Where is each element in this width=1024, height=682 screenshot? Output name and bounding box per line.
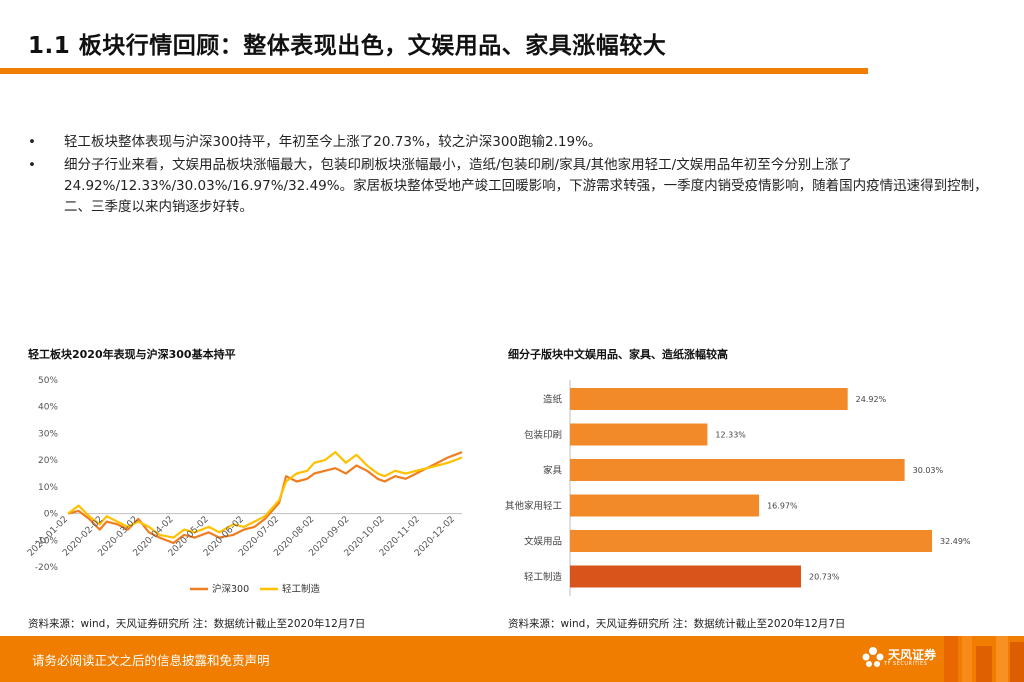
y-tick-label: 20% — [38, 456, 58, 466]
bar-文娱用品 — [570, 530, 933, 552]
category-label: 包装印刷 — [524, 429, 562, 441]
y-tick-label: -20% — [35, 563, 59, 573]
bullet-dot: • — [28, 134, 36, 150]
footer-bar: 请务必阅读正文之后的信息披露和免责声明 天风证券 TF SECURITIES — [0, 636, 1024, 682]
value-label: 20.73% — [809, 573, 840, 582]
left-chart-title: 轻工板块2020年表现与沪深300基本持平 — [28, 348, 236, 361]
bullet-dot: • — [28, 157, 36, 173]
source-note-right: 资料来源：wind，天风证券研究所 注：数据统计截止至2020年12月7日 — [508, 618, 846, 630]
legend-label: 沪深300 — [212, 583, 249, 595]
bar-包装印刷 — [570, 423, 708, 446]
flower-logo-icon — [862, 647, 884, 667]
footer-decoration — [944, 636, 1024, 682]
bullet-list: • 轻工板块整体表现与沪深300持平，年初至今上涨了20.73%，较之沪深300… — [28, 132, 988, 220]
bar-家具 — [570, 459, 905, 481]
bullet-text: 轻工板块整体表现与沪深300持平，年初至今上涨了20.73%，较之沪深300跑输… — [64, 134, 602, 150]
series-line-轻工制造 — [67, 451, 463, 539]
bullet-item: • 细分子行业来看，文娱用品板块涨幅最大，包装印刷板块涨幅最小，造纸/包装印刷/… — [28, 155, 988, 218]
y-tick-label: -10% — [35, 536, 59, 546]
y-tick-label: 10% — [38, 483, 58, 493]
value-label: 16.97% — [767, 502, 798, 511]
bar-造纸 — [570, 388, 848, 410]
category-label: 其他家用轻工 — [505, 500, 563, 512]
line-chart: 50%40%30%20%10%0%-10%-20%2020-01-022020-… — [26, 376, 463, 595]
page-title: 1.1 板块行情回顾：整体表现出色，文娱用品、家具涨幅较大 — [28, 33, 667, 59]
bar-其他家用轻工 — [570, 494, 760, 517]
category-label: 家具 — [543, 465, 563, 477]
bullet-item: • 轻工板块整体表现与沪深300持平，年初至今上涨了20.73%，较之沪深300… — [28, 132, 988, 153]
value-label: 12.33% — [715, 431, 746, 440]
disclaimer-link[interactable]: 请务必阅读正文之后的信息披露和免责声明 — [32, 653, 270, 668]
y-tick-label: 50% — [38, 376, 58, 386]
right-chart-title: 细分子版块中文娱用品、家具、造纸涨幅较高 — [508, 348, 728, 361]
legend-label: 轻工制造 — [282, 583, 321, 595]
value-label: 30.03% — [913, 466, 944, 475]
category-label: 文娱用品 — [524, 536, 562, 548]
value-label: 32.49% — [940, 537, 970, 546]
company-logo: 天风证券 TF SECURITIES — [862, 646, 936, 670]
y-tick-label: 40% — [38, 403, 58, 413]
logo-name: 天风证券 — [888, 648, 937, 662]
category-label: 造纸 — [543, 394, 563, 406]
logo-sub: TF SECURITIES — [884, 661, 928, 667]
source-note-left: 资料来源：wind，天风证券研究所 注：数据统计截止至2020年12月7日 — [28, 618, 366, 630]
category-label: 轻工制造 — [524, 571, 563, 583]
y-tick-label: 30% — [38, 429, 58, 439]
bar-轻工制造 — [570, 565, 801, 588]
bullet-text: 细分子行业来看，文娱用品板块涨幅最大，包装印刷板块涨幅最小，造纸/包装印刷/家具… — [64, 157, 988, 215]
title-underline — [0, 68, 868, 74]
y-tick-label: 0% — [44, 510, 59, 520]
value-label: 24.92% — [856, 395, 887, 404]
bar-chart: 造纸 24.92% 包装印刷 12.33% 家具 30.03% 其他家用轻工 16.97% 文娱… — [505, 380, 970, 596]
